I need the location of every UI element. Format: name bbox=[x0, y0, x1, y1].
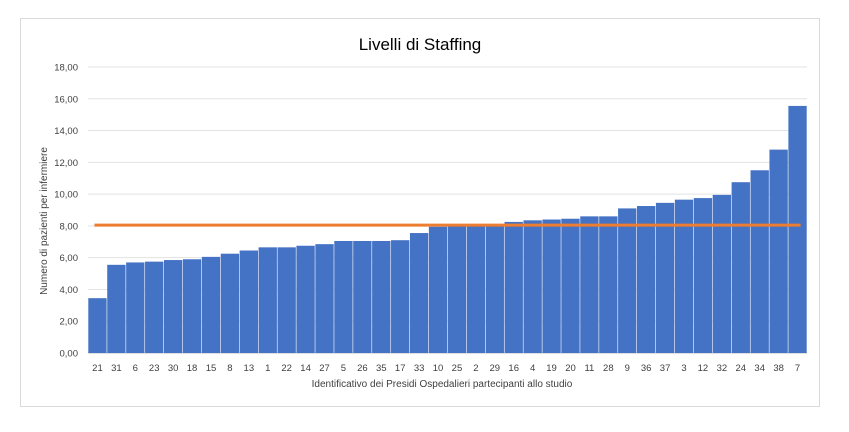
x-tick-label: 5 bbox=[341, 363, 346, 374]
bar bbox=[599, 216, 618, 353]
y-tick-label: 14,00 bbox=[54, 126, 78, 137]
bar bbox=[580, 216, 599, 353]
y-axis-label: Numero di pazienti per infermiere bbox=[39, 147, 50, 295]
bar bbox=[561, 218, 580, 353]
bar bbox=[296, 245, 315, 353]
x-tick-label: 30 bbox=[168, 363, 179, 374]
bar bbox=[163, 260, 183, 353]
bar bbox=[126, 262, 145, 353]
x-tick-label: 27 bbox=[319, 363, 330, 374]
x-tick-label: 21 bbox=[92, 363, 103, 374]
x-tick-label: 17 bbox=[395, 363, 406, 374]
x-tick-label: 26 bbox=[357, 363, 368, 374]
y-tick-label: 0,00 bbox=[60, 349, 79, 360]
x-tick-label: 7 bbox=[795, 363, 800, 374]
x-tick-label: 19 bbox=[546, 363, 557, 374]
y-tick-label: 6,00 bbox=[60, 253, 79, 264]
bar bbox=[542, 219, 561, 353]
x-tick-label: 9 bbox=[625, 363, 630, 374]
bar bbox=[750, 170, 769, 353]
bar bbox=[372, 240, 391, 353]
x-tick-labels: 21 31 6 23 30 18 15 8 13 1 22 14 27 5 26 35 17 33 10 25 2 29 1… bbox=[92, 363, 800, 374]
bars bbox=[88, 105, 807, 353]
y-tick-labels: 0,00 2,00 4,00 6,00 8,00 10,00 12,00 14,00 16,00… bbox=[54, 63, 78, 360]
x-tick-label: 38 bbox=[773, 363, 784, 374]
x-tick-label: 29 bbox=[490, 363, 501, 374]
x-tick-label: 31 bbox=[111, 363, 122, 374]
bar bbox=[182, 259, 202, 353]
x-tick-label: 23 bbox=[149, 363, 160, 374]
chart-title: Livelli di Staffing bbox=[359, 35, 482, 54]
x-tick-label: 16 bbox=[508, 363, 519, 374]
x-tick-label: 10 bbox=[433, 363, 444, 374]
bar bbox=[88, 298, 107, 353]
y-tick-label: 4,00 bbox=[60, 285, 79, 296]
y-tick-label: 10,00 bbox=[54, 190, 78, 201]
bar bbox=[769, 149, 788, 353]
x-tick-label: 18 bbox=[187, 363, 198, 374]
bar bbox=[409, 233, 429, 353]
x-axis-label: Identificativo dei Presidi Ospedalieri p… bbox=[312, 379, 573, 390]
x-tick-label: 2 bbox=[473, 363, 478, 374]
x-tick-label: 15 bbox=[206, 363, 217, 374]
bar bbox=[277, 247, 296, 353]
bar bbox=[315, 244, 334, 353]
x-tick-label: 20 bbox=[565, 363, 576, 374]
x-tick-label: 11 bbox=[584, 363, 594, 374]
bar bbox=[239, 250, 258, 353]
x-tick-label: 22 bbox=[281, 363, 292, 374]
x-tick-label: 37 bbox=[660, 363, 671, 374]
bar bbox=[637, 206, 656, 353]
bar bbox=[220, 253, 240, 353]
bar bbox=[618, 208, 637, 353]
x-tick-label: 6 bbox=[133, 363, 138, 374]
x-tick-label: 28 bbox=[603, 363, 614, 374]
bar bbox=[712, 194, 732, 353]
bar bbox=[391, 240, 410, 353]
x-tick-label: 36 bbox=[641, 363, 652, 374]
y-tick-label: 2,00 bbox=[60, 317, 79, 328]
y-tick-label: 12,00 bbox=[54, 158, 78, 169]
x-tick-label: 4 bbox=[530, 363, 535, 374]
x-tick-label: 3 bbox=[681, 363, 686, 374]
x-tick-label: 35 bbox=[376, 363, 387, 374]
x-tick-label: 8 bbox=[227, 363, 232, 374]
bar bbox=[523, 220, 542, 353]
x-tick-label: 32 bbox=[717, 363, 728, 374]
y-tick-label: 8,00 bbox=[60, 221, 79, 232]
x-tick-label: 33 bbox=[414, 363, 425, 374]
bar bbox=[731, 182, 750, 353]
bar bbox=[428, 226, 448, 353]
bar bbox=[145, 261, 164, 353]
bar bbox=[466, 224, 486, 353]
bar bbox=[201, 256, 221, 353]
x-tick-label: 24 bbox=[735, 363, 746, 374]
x-tick-label: 34 bbox=[754, 363, 765, 374]
bar bbox=[655, 202, 675, 353]
y-tick-label: 18,00 bbox=[54, 63, 78, 74]
bar bbox=[504, 221, 523, 353]
x-tick-label: 13 bbox=[244, 363, 255, 374]
y-tick-label: 16,00 bbox=[54, 94, 78, 105]
bar bbox=[334, 240, 353, 353]
bar bbox=[693, 198, 713, 353]
x-tick-label: 12 bbox=[698, 363, 709, 374]
bar bbox=[447, 225, 467, 353]
x-tick-label: 25 bbox=[452, 363, 463, 374]
x-tick-label: 1 bbox=[265, 363, 270, 374]
bar bbox=[788, 105, 807, 353]
bar bbox=[485, 224, 504, 353]
x-tick-label: 14 bbox=[300, 363, 311, 374]
bar bbox=[353, 240, 372, 353]
bar bbox=[258, 247, 277, 353]
bar bbox=[674, 199, 694, 353]
bar bbox=[107, 264, 126, 353]
